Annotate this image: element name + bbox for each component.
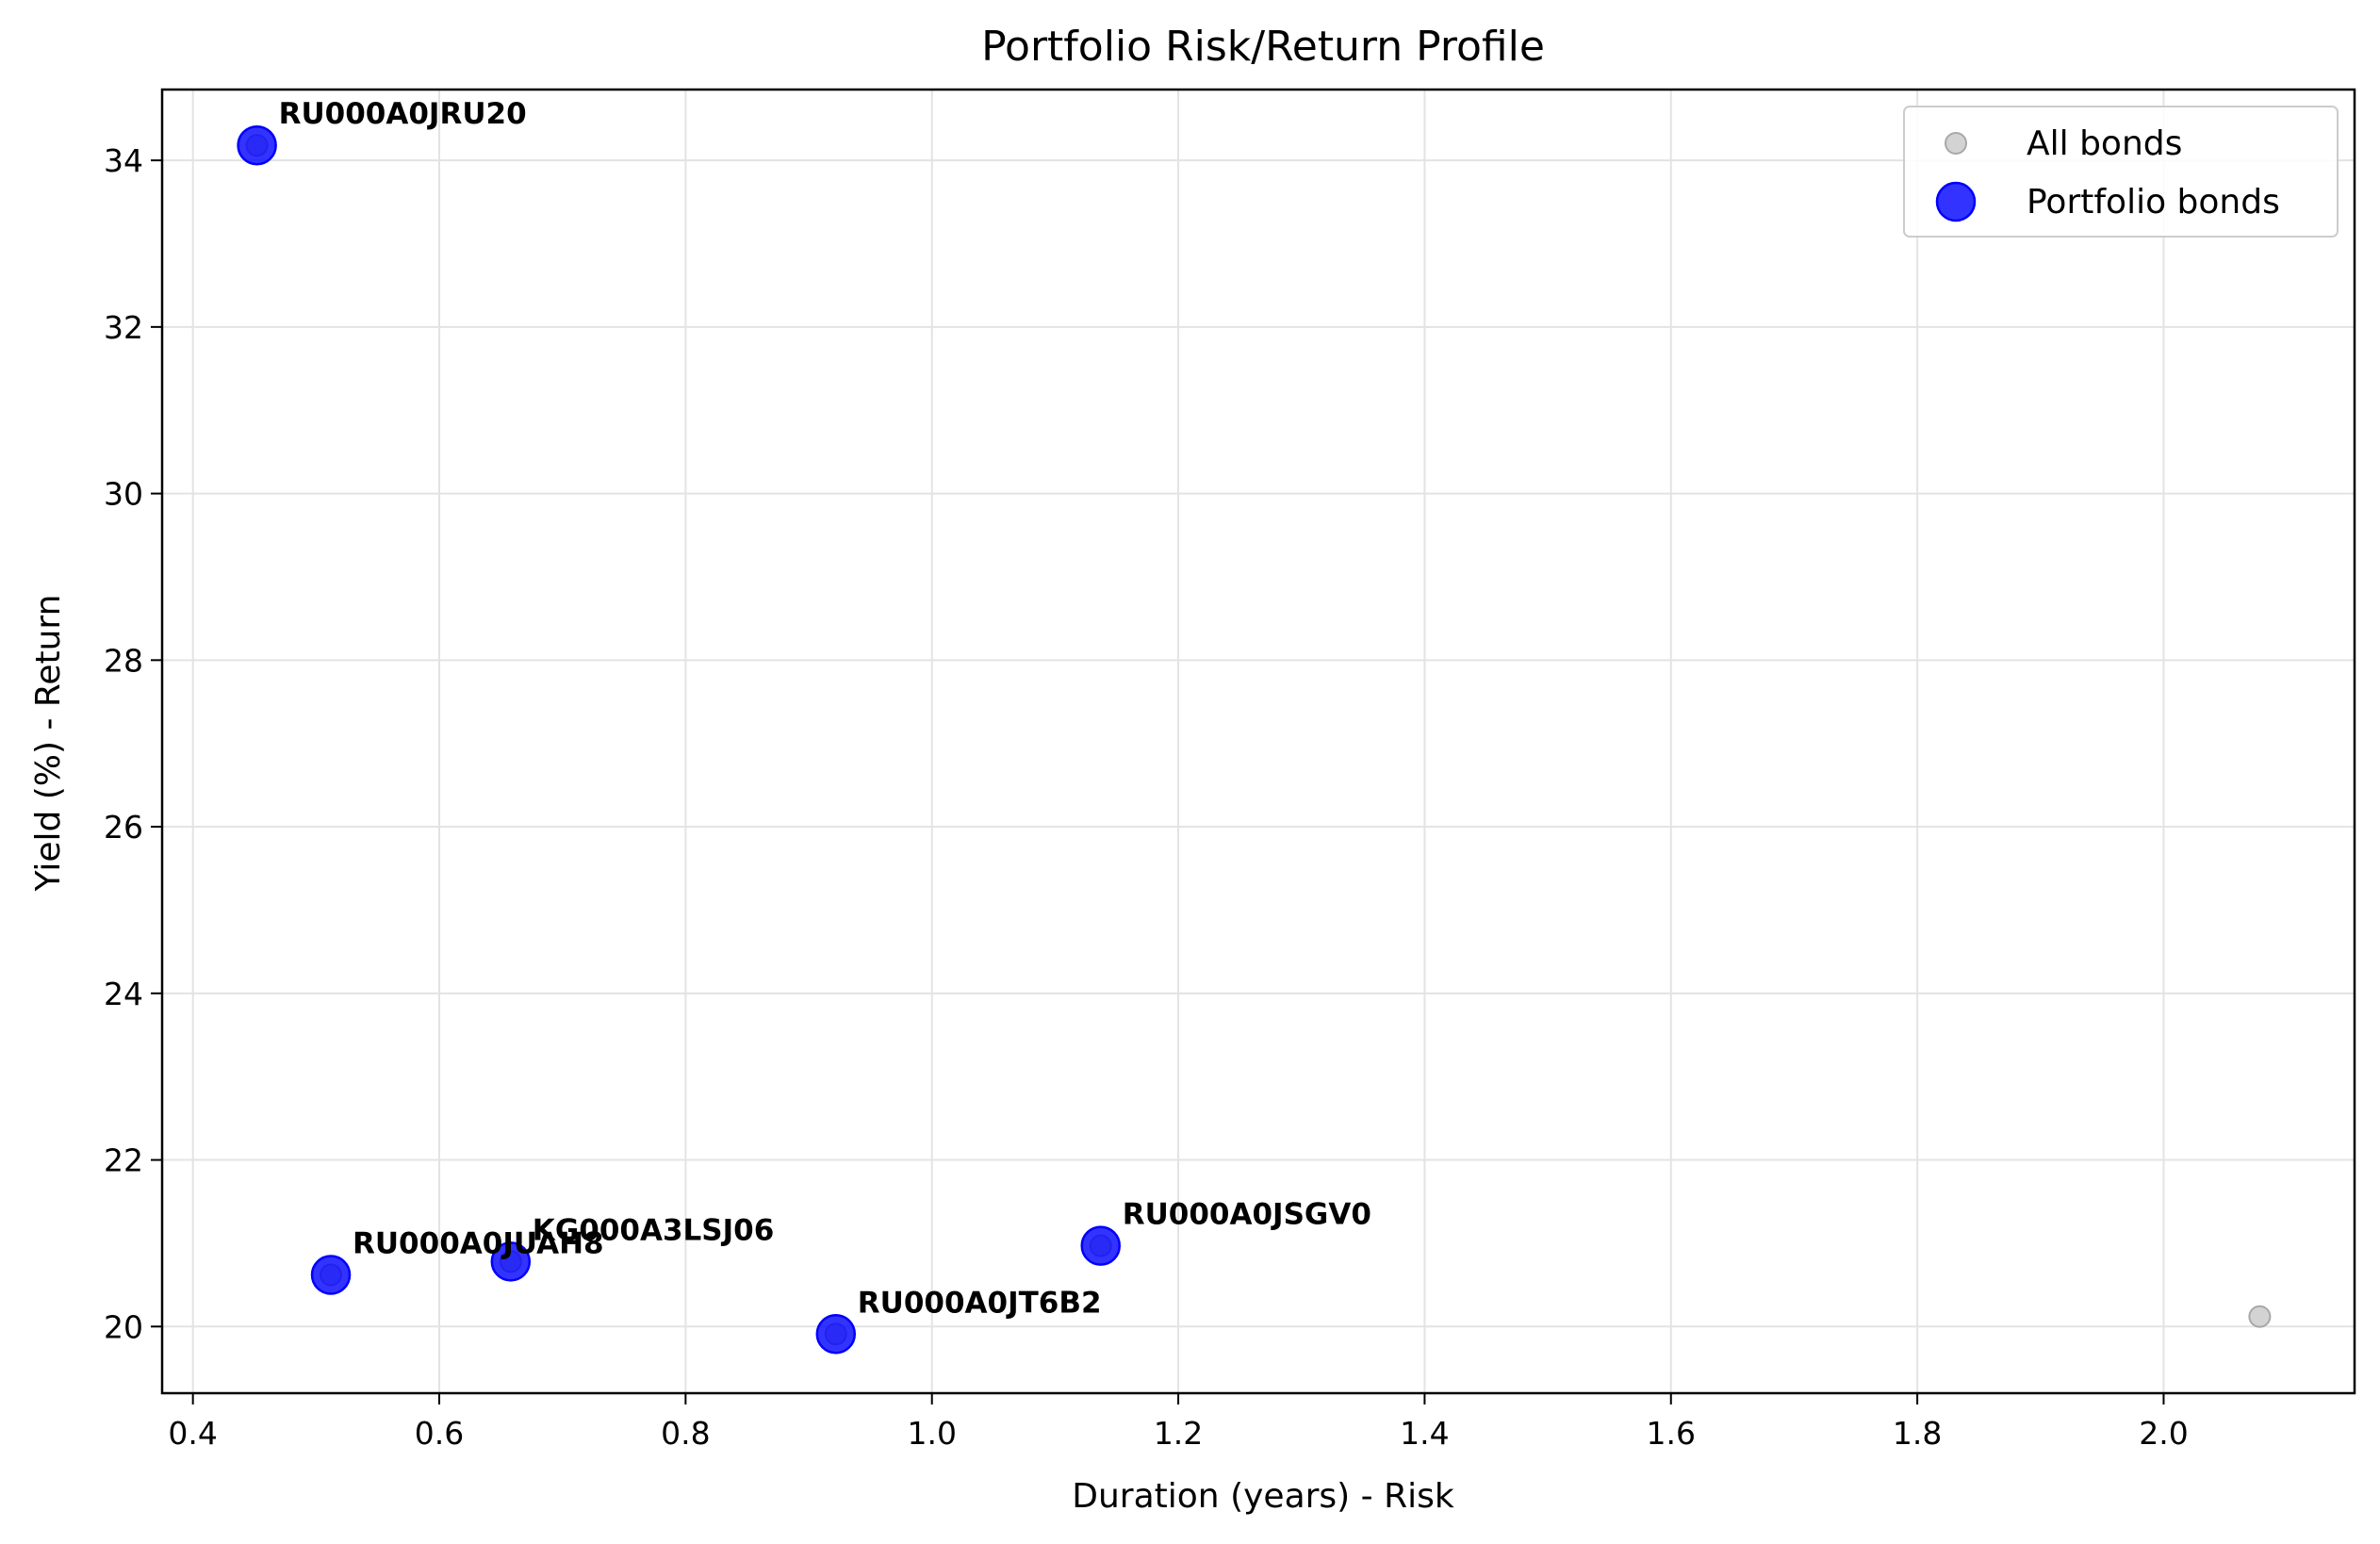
y-tick-label: 30 (104, 476, 143, 513)
point-label: RU000A0JSGV0 (1123, 1198, 1371, 1232)
x-tick-label: 0.8 (661, 1415, 710, 1452)
grid (162, 90, 2355, 1393)
portfolio-bond-point (310, 1255, 352, 1295)
portfolio-bonds-points (237, 124, 1121, 1355)
y-axis-label: Yield (%) - Return (29, 595, 68, 893)
x-tick-label: 1.0 (907, 1415, 956, 1452)
y-tick-label: 24 (104, 976, 143, 1012)
portfolio-bond-point (1080, 1225, 1121, 1266)
x-tick-label: 1.2 (1154, 1415, 1203, 1452)
portfolio-bond-point (815, 1314, 857, 1355)
chart-title: Portfolio Risk/Return Profile (981, 23, 1545, 71)
y-tick-label: 20 (104, 1308, 143, 1345)
legend-marker-portfolio-bonds (1935, 181, 1977, 222)
legend-label-portfolio-bonds: Portfolio bonds (2027, 183, 2280, 222)
portfolio-bond-point (490, 1241, 532, 1282)
all-bonds-point (2248, 1305, 2272, 1328)
legend: All bonds Portfolio bonds (1903, 106, 2339, 238)
legend-label-all-bonds: All bonds (2027, 124, 2182, 163)
legend-frame (1903, 106, 2339, 238)
y-tick-label: 26 (104, 809, 143, 846)
point-label: RU000A0JUAH8 (353, 1227, 604, 1261)
x-tick-label: 1.8 (1893, 1415, 1942, 1452)
y-tick-label: 28 (104, 642, 143, 679)
x-axis-label: Duration (years) - Risk (1072, 1477, 1454, 1516)
x-tick-label: 1.4 (1400, 1415, 1449, 1452)
point-label: RU000A0JRU20 (279, 97, 527, 131)
x-tick-label: 2.0 (2139, 1415, 2188, 1452)
x-tick-label: 1.6 (1647, 1415, 1696, 1452)
x-tick-label: 0.6 (415, 1415, 464, 1452)
y-tick-label: 32 (104, 309, 143, 346)
y-tick-label: 22 (104, 1142, 143, 1179)
plot-frame (160, 88, 2356, 1395)
y-tick-label: 34 (104, 142, 143, 179)
legend-marker-all-bonds (1945, 132, 1967, 155)
portfolio-bond-point (237, 124, 277, 166)
x-tick-label: 0.4 (168, 1415, 217, 1452)
axis-ticks: 0.4 0.6 0.8 1.0 1.2 1.4 1.6 1.8 2.0 20 22 24 26 28 30 3… (104, 142, 2189, 1452)
point-label: RU000A0JT6B2 (858, 1286, 1102, 1320)
point-label: KG000A3LSJ06 (533, 1213, 775, 1247)
